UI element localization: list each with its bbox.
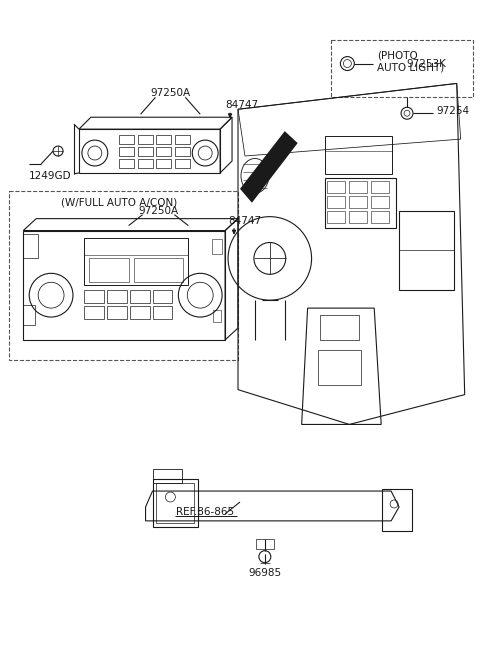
Text: 96985: 96985: [248, 567, 281, 577]
Text: REF.86-865: REF.86-865: [176, 507, 234, 517]
Bar: [371, 181, 389, 193]
Bar: [23, 234, 38, 258]
Bar: [399, 211, 454, 290]
Text: 97254: 97254: [437, 106, 470, 116]
Bar: [138, 147, 153, 156]
Bar: [256, 539, 274, 548]
Bar: [84, 290, 104, 303]
Bar: [327, 211, 346, 222]
Bar: [89, 258, 129, 282]
Bar: [119, 135, 133, 144]
Bar: [175, 147, 190, 156]
Bar: [107, 290, 127, 303]
Bar: [130, 306, 150, 319]
Bar: [371, 195, 389, 208]
Bar: [349, 195, 367, 208]
Bar: [349, 211, 367, 222]
Text: 97250A: 97250A: [150, 89, 191, 98]
Bar: [153, 290, 172, 303]
Text: (PHOTO: (PHOTO: [377, 51, 418, 60]
Bar: [153, 479, 198, 527]
Bar: [382, 489, 412, 531]
Bar: [156, 483, 194, 523]
Bar: [156, 147, 171, 156]
Bar: [153, 306, 172, 319]
Bar: [156, 159, 171, 168]
Bar: [324, 178, 396, 228]
Bar: [175, 159, 190, 168]
Polygon shape: [240, 131, 298, 203]
Bar: [138, 159, 153, 168]
Bar: [320, 315, 360, 340]
Bar: [133, 258, 183, 282]
Bar: [349, 181, 367, 193]
Bar: [318, 350, 361, 384]
Bar: [332, 39, 473, 97]
Bar: [175, 135, 190, 144]
Text: (W/FULL AUTO A/CON): (W/FULL AUTO A/CON): [60, 197, 177, 208]
Bar: [212, 239, 222, 255]
Bar: [84, 237, 188, 285]
Text: AUTO LIGHT): AUTO LIGHT): [377, 62, 444, 73]
Bar: [9, 191, 238, 359]
Bar: [156, 135, 171, 144]
Bar: [107, 306, 127, 319]
Bar: [130, 290, 150, 303]
Text: 1249GD: 1249GD: [29, 171, 72, 181]
Bar: [324, 136, 392, 174]
Bar: [327, 181, 346, 193]
Text: 97253K: 97253K: [406, 58, 446, 68]
Bar: [119, 159, 133, 168]
Bar: [371, 211, 389, 222]
Bar: [213, 310, 221, 322]
Text: 84747: 84747: [225, 100, 258, 110]
Text: 97250A: 97250A: [138, 206, 179, 216]
Text: 84747: 84747: [228, 216, 261, 226]
Bar: [119, 147, 133, 156]
Bar: [153, 469, 182, 483]
Bar: [138, 135, 153, 144]
Bar: [23, 305, 35, 325]
Bar: [327, 195, 346, 208]
Bar: [84, 306, 104, 319]
